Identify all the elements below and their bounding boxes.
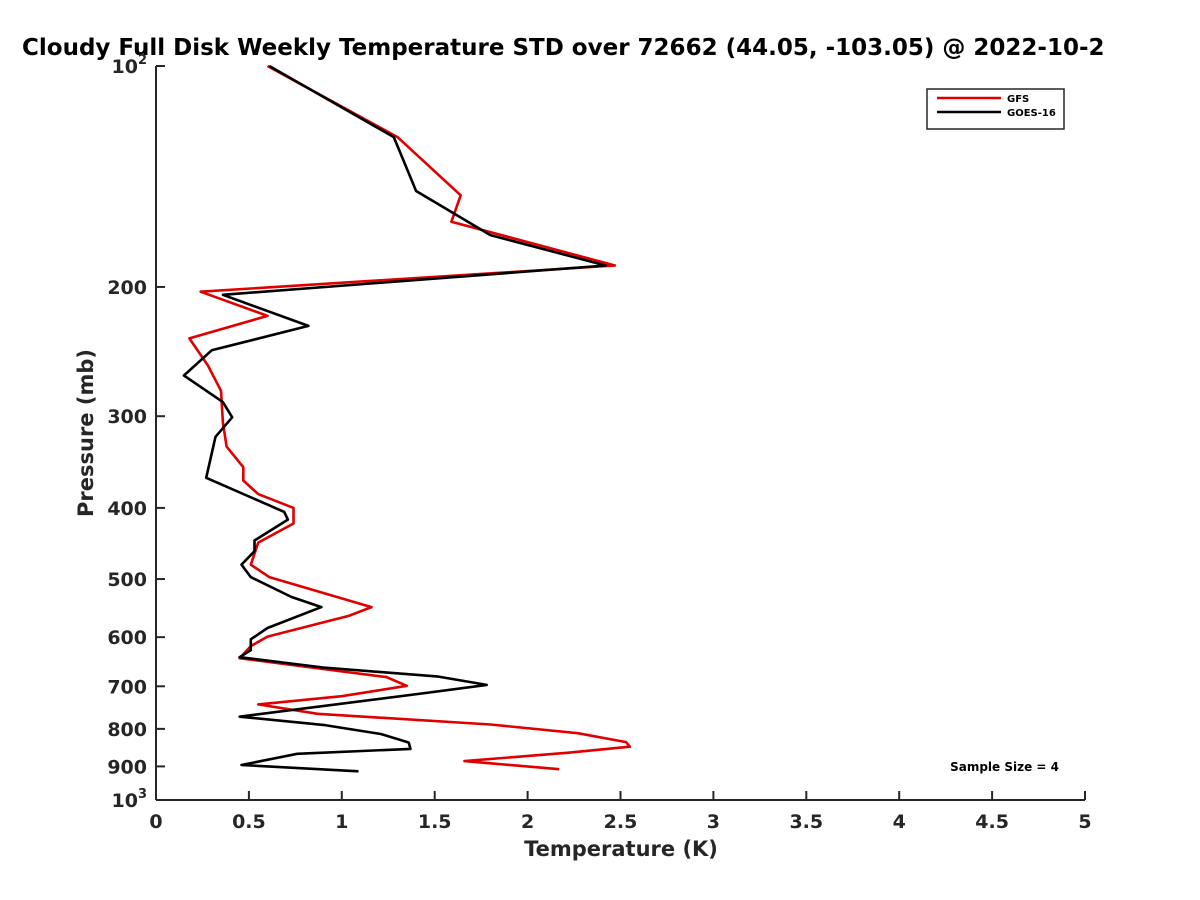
legend-entry-label: GOES-16 xyxy=(1007,108,1056,119)
y-tick-label: 200 xyxy=(107,277,147,299)
x-tick-label: 2.5 xyxy=(604,811,638,833)
axes: 0 0.5 1 1.5 2 2.5 3 3.5 4 4.5 5 102 200 300 400 500 600 7… xyxy=(107,53,1091,833)
y-tick-label: 900 xyxy=(107,756,147,778)
x-tick-label: 3 xyxy=(707,811,720,833)
x-tick-label: 1 xyxy=(335,811,348,833)
legend-box xyxy=(926,88,1065,130)
legend: GFS GOES-16 xyxy=(926,88,1065,130)
x-tick-label: 4 xyxy=(893,811,906,833)
x-tick-label: 2 xyxy=(521,811,534,833)
y-axis-label: Pressure (mb) xyxy=(74,349,98,517)
y-tick-label: 102 xyxy=(112,53,148,78)
x-axis-label: Temperature (K) xyxy=(524,837,718,861)
y-tick-label: 500 xyxy=(107,569,147,591)
sample-size-annotation: Sample Size = 4 xyxy=(950,760,1059,774)
x-tick-label: 0.5 xyxy=(232,811,266,833)
legend-entry-label: GFS xyxy=(1007,94,1029,105)
y-tick-label: 700 xyxy=(107,676,147,698)
series-line-goes-16 xyxy=(182,64,607,773)
y-tick-label: 600 xyxy=(107,627,147,649)
series-line-gfs xyxy=(188,64,632,771)
y-tick-label: 800 xyxy=(107,719,147,741)
x-tick-label: 4.5 xyxy=(975,811,1009,833)
x-tick-label: 5 xyxy=(1078,811,1091,833)
y-tick-label: 300 xyxy=(107,406,147,428)
plot-area xyxy=(182,64,632,773)
chart-title: Cloudy Full Disk Weekly Temperature STD … xyxy=(22,35,1105,61)
x-tick-label: 0 xyxy=(149,811,162,833)
x-tick-label: 1.5 xyxy=(418,811,452,833)
x-tick-label: 3.5 xyxy=(789,811,823,833)
y-tick-label: 400 xyxy=(107,498,147,520)
y-tick-label: 103 xyxy=(112,787,148,812)
